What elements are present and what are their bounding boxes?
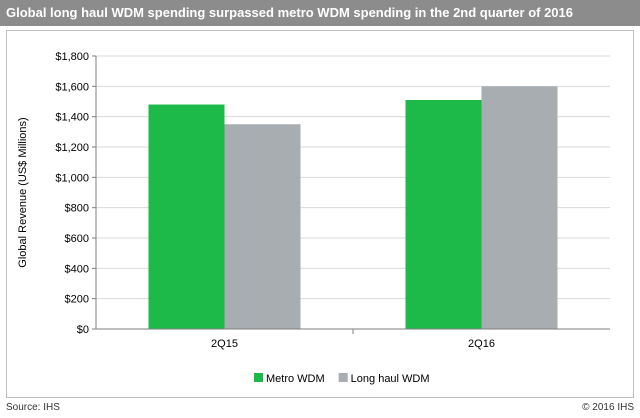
legend-label: Metro WDM — [266, 373, 325, 385]
y-tick-label: $1,000 — [55, 172, 89, 184]
legend-swatch — [254, 373, 263, 382]
bars — [148, 86, 558, 330]
bar-long-haul-wdm-2q16 — [481, 86, 558, 329]
bar-long-haul-wdm-2q15 — [224, 124, 301, 329]
x-tick-label: 2Q16 — [468, 338, 495, 350]
axes: $0 $200 $400 $600 $800 $1,000 $1,200 $1,400 $1,6… — [17, 51, 610, 350]
bar-metro-wdm-2q15 — [148, 104, 225, 330]
copyright-note: © 2016 IHS — [582, 402, 634, 413]
legend-swatch — [338, 373, 348, 382]
chart-title: Global long haul WDM spending surpassed … — [0, 0, 640, 26]
source-note: Source: IHS — [6, 402, 60, 413]
legend: Metro WDM Long haul WDM — [254, 373, 430, 385]
y-tick-label: $1,600 — [55, 81, 89, 93]
footer: Source: IHS © 2016 IHS — [0, 398, 640, 418]
y-tick-label: $600 — [65, 233, 89, 245]
legend-label: Long haul WDM — [351, 373, 430, 385]
y-tick-label: $1,800 — [55, 51, 89, 63]
y-tick-label: $1,400 — [55, 112, 89, 124]
y-tick-label: $1,200 — [55, 142, 89, 154]
y-tick-label: $200 — [65, 294, 89, 306]
y-tick-label: $800 — [65, 203, 89, 215]
y-tick-label: $400 — [65, 263, 89, 275]
x-tick-label: 2Q15 — [211, 338, 238, 350]
bar-metro-wdm-2q16 — [405, 99, 482, 329]
y-tick-label: $0 — [77, 324, 89, 336]
y-axis-title: Global Revenue (US$ Millions) — [17, 117, 29, 267]
